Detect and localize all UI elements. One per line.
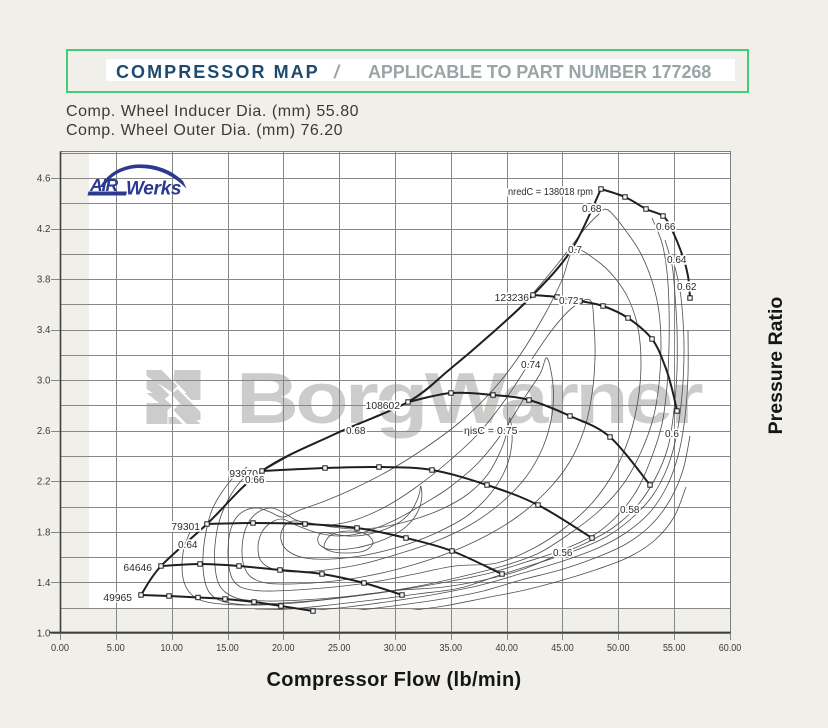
svg-text:10.00: 10.00 [160,643,183,654]
svg-text:0.62: 0.62 [677,282,697,293]
svg-text:15.00: 15.00 [216,643,239,654]
svg-text:79301: 79301 [171,522,200,533]
svg-text:123236: 123236 [495,293,530,304]
svg-text:4.6: 4.6 [37,173,51,184]
svg-text:3.8: 3.8 [37,275,51,286]
svg-text:0.6: 0.6 [665,429,679,440]
svg-text:0.00: 0.00 [51,643,70,654]
svg-text:1.8: 1.8 [37,527,51,538]
svg-text:55.00: 55.00 [663,643,686,654]
svg-text:0.64: 0.64 [667,255,687,266]
svg-text:64646: 64646 [123,563,152,574]
svg-text:35.00: 35.00 [440,643,463,654]
svg-text:1.0: 1.0 [37,628,51,639]
svg-text:60.00: 60.00 [719,643,742,654]
svg-text:30.00: 30.00 [384,643,407,654]
svg-text:5.00: 5.00 [107,643,126,654]
svg-text:45.00: 45.00 [551,643,574,654]
svg-text:Werks: Werks [126,179,181,200]
svg-text:0.68: 0.68 [582,204,602,215]
svg-text:3.4: 3.4 [37,325,51,336]
svg-text:Compressor Flow (lb/min): Compressor Flow (lb/min) [266,669,521,691]
svg-text:BorgWarner: BorgWarner [236,359,702,439]
svg-text:0.72: 0.72 [559,296,579,307]
svg-text:nredC = 138018 rpm: nredC = 138018 rpm [508,187,593,198]
svg-text:Pressure Ratio: Pressure Ratio [765,297,787,435]
svg-text:0.74: 0.74 [521,360,541,371]
svg-text:25.00: 25.00 [328,643,351,654]
svg-text:93970: 93970 [229,469,258,480]
svg-text:0.66: 0.66 [656,222,676,233]
svg-text:0.68: 0.68 [346,426,366,437]
svg-text:0.56: 0.56 [553,548,573,559]
svg-text:0.64: 0.64 [178,540,198,551]
svg-text:49965: 49965 [103,593,132,604]
svg-text:1.4: 1.4 [37,578,51,589]
svg-text:40.00: 40.00 [495,643,518,654]
svg-text:20.00: 20.00 [272,643,295,654]
svg-text:3.0: 3.0 [37,376,51,387]
svg-text:2.2: 2.2 [37,477,51,488]
svg-text:0.66: 0.66 [245,475,265,486]
svg-text:108602: 108602 [366,401,401,412]
svg-text:4.2: 4.2 [37,224,51,235]
svg-text:AIR: AIR [89,175,119,195]
svg-text:0.7: 0.7 [568,245,582,256]
svg-text:2.6: 2.6 [37,426,51,437]
svg-text:50.00: 50.00 [607,643,630,654]
svg-text:0.58: 0.58 [620,505,640,516]
svg-text:ηisC = 0.75: ηisC = 0.75 [464,425,518,437]
